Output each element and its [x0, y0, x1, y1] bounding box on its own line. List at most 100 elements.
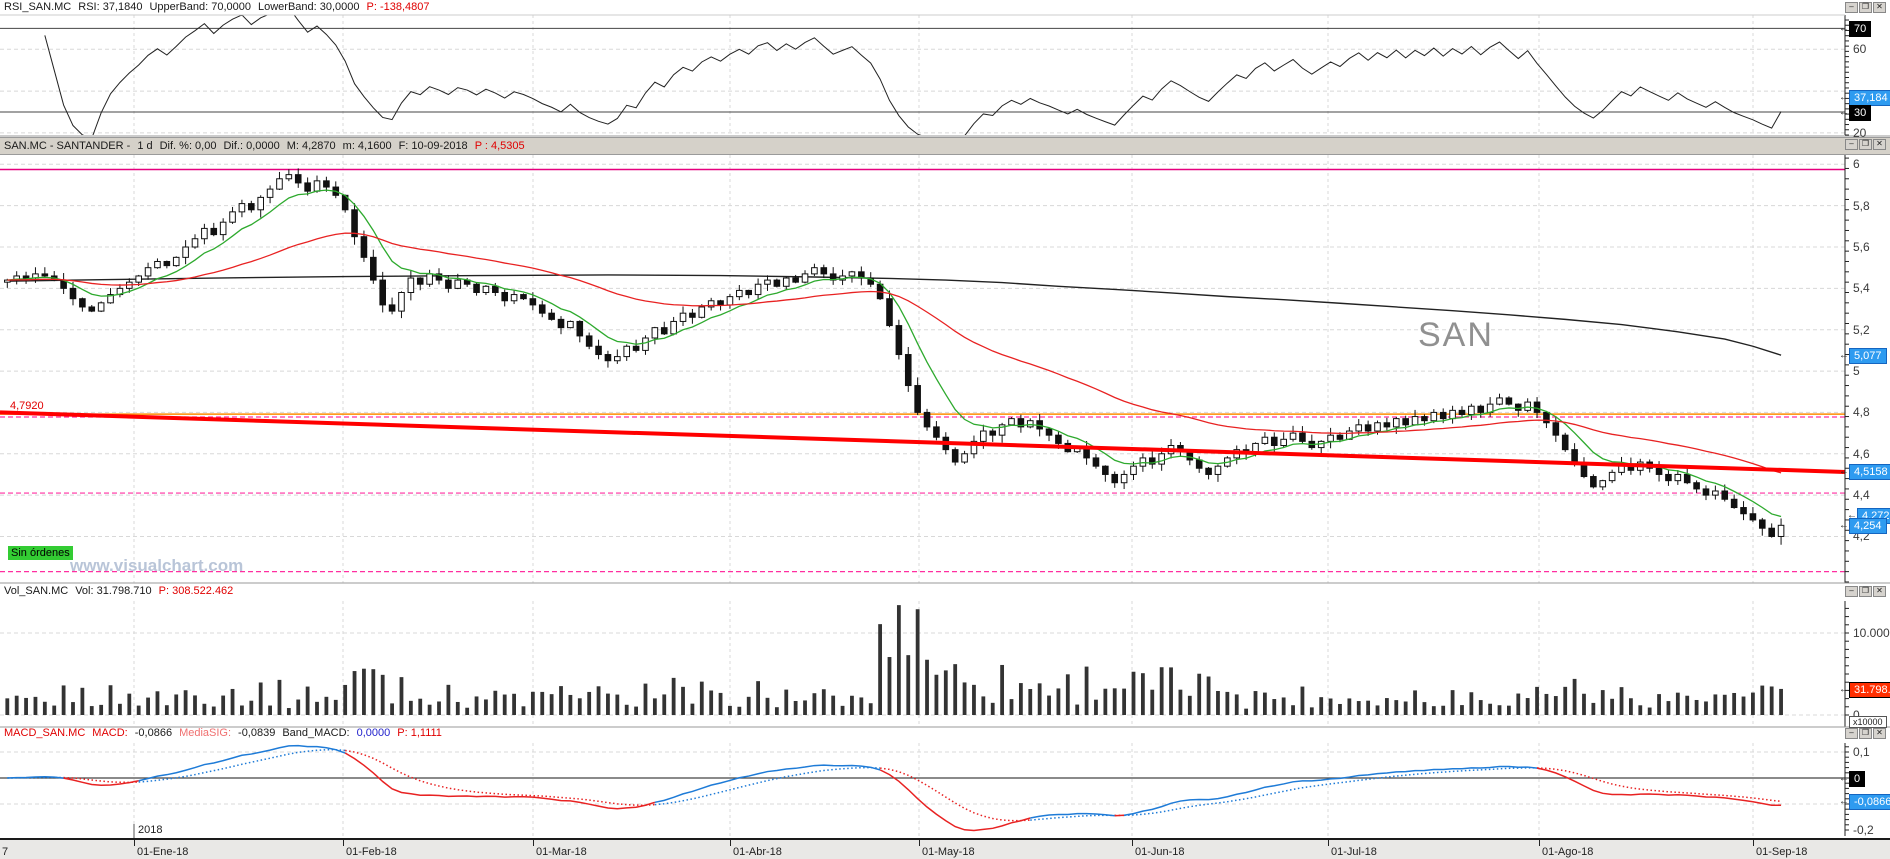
badge-arrow-icon: ← [1839, 795, 1849, 807]
date-tick [1328, 840, 1329, 846]
value-badge: -0,0866 ← [1839, 793, 1890, 810]
value-badge: 4,5158 ← [1839, 464, 1890, 481]
date-label: 01-Feb-18 [346, 846, 397, 858]
title-segment: UpperBand: 70,0000 [149, 1, 251, 13]
year-label: 2018 [138, 824, 163, 836]
axis-label: 5,4 [1853, 281, 1870, 296]
volume-panel-minimize-button[interactable]: – [1845, 586, 1858, 597]
date-label-partial: 7 [2, 846, 9, 858]
date-tick [343, 840, 344, 846]
badge-arrow-icon: ← [1839, 91, 1849, 103]
date-label: 01-Sep-18 [1756, 846, 1808, 858]
san-watermark: SAN [1418, 316, 1494, 354]
title-segment: P: 308.522.462 [158, 585, 234, 597]
badge-arrow-icon: ← [1839, 107, 1849, 118]
date-label: 01-Ago-18 [1542, 846, 1594, 858]
macd-panel-close-button[interactable]: ✕ [1873, 728, 1886, 739]
title-segment: M: 4,2870 [286, 140, 336, 152]
title-segment: F: 10-09-2018 [398, 140, 468, 152]
main-panel-minimize-button[interactable]: – [1845, 139, 1858, 150]
title-segment: RSI: 37,1840 [78, 1, 143, 13]
main-panel-restore-button[interactable]: ❐ [1859, 139, 1872, 150]
axis-label: 5,2 [1853, 322, 1870, 337]
badge-arrow-icon: ← [1839, 466, 1849, 478]
price-level-label: 4,7920 [10, 400, 44, 413]
axis-label: 20 [1853, 125, 1867, 140]
macd-title: MACD_SAN.MC MACD: -0,0866 MediaSIG: -0,0839 B… [4, 727, 449, 739]
title-segment: RSI_SAN.MC [4, 1, 72, 13]
rsi-panel-minimize-button[interactable]: – [1845, 2, 1858, 13]
rsi-panel-restore-button[interactable]: ❐ [1859, 2, 1872, 13]
date-tick [533, 840, 534, 846]
axis-label: 4,4 [1853, 488, 1870, 503]
rsi-panel-close-button[interactable]: ✕ [1873, 2, 1886, 13]
axis-label: -0,2 [1853, 823, 1874, 837]
title-segment: 0,0000 [356, 727, 391, 739]
rsi-title: RSI_SAN.MC RSI: 37,1840 UpperBand: 70,0000… [4, 1, 437, 13]
main-panel-close-button[interactable]: ✕ [1873, 139, 1886, 150]
axis-label: 4,8 [1853, 405, 1870, 420]
axis-label: 4,6 [1853, 446, 1870, 461]
title-segment: Vol: 31.798.710 [75, 585, 152, 597]
macd-panel-minimize-button[interactable]: – [1845, 728, 1858, 739]
title-segment: SAN.MC - SANTANDER - [4, 140, 131, 152]
title-segment: -0,0839 [238, 727, 276, 739]
main-title-bar: SAN.MC - SANTANDER - 1 d Dif. %: 0,00 Dif.:… [0, 137, 1890, 155]
value-badge: 70 ← [1839, 21, 1872, 38]
date-label: 01-Jul-18 [1331, 846, 1377, 858]
badge-arrow-icon: ← [1839, 773, 1849, 784]
value-badge: 5,077 ← [1839, 348, 1887, 365]
axis-label: 6 [1853, 157, 1860, 172]
date-label: 01-Ene-18 [137, 846, 189, 858]
axis-label: 5 [1853, 364, 1860, 379]
volume-title: Vol_SAN.MC Vol: 31.798.710 P: 308.522.462 [4, 585, 240, 597]
title-segment: P : 4,5305 [474, 140, 525, 152]
main-panel-window-controls: – ❐ ✕ [1844, 139, 1886, 150]
volume-panel-restore-button[interactable]: ❐ [1859, 586, 1872, 597]
title-segment: Band_MACD: [282, 727, 350, 739]
value-badge: 30 ← [1839, 105, 1872, 121]
badge-arrow-icon: ← [1839, 350, 1849, 362]
date-tick [134, 840, 135, 846]
date-tick [919, 840, 920, 846]
no-orders-badge: Sin órdenes [8, 546, 73, 560]
date-tick [730, 840, 731, 846]
volume-panel-window-controls: – ❐ ✕ [1844, 586, 1886, 597]
volume-panel-close-button[interactable]: ✕ [1873, 586, 1886, 597]
title-segment: MACD_SAN.MC [4, 727, 86, 739]
main-title: SAN.MC - SANTANDER - 1 d Dif. %: 0,00 Dif.:… [4, 140, 532, 152]
axis-label: 0 [1853, 708, 1860, 722]
date-label: 01-Jun-18 [1135, 846, 1185, 858]
value-badge: 37,184 ← [1839, 89, 1890, 106]
axis-label: 0,1 [1853, 745, 1870, 759]
visualchart-watermark: www.visualchart.com [70, 556, 244, 575]
date-tick [1132, 840, 1133, 846]
title-segment: 1 d [137, 140, 153, 152]
rsi-panel-window-controls: – ❐ ✕ [1844, 2, 1886, 13]
axis-label: 60 [1853, 42, 1867, 57]
date-label: 01-Mar-18 [536, 846, 587, 858]
title-segment: Vol_SAN.MC [4, 585, 69, 597]
value-badge: 4,254 ← [1839, 518, 1887, 535]
volume-multiplier-label: x10000 [1849, 716, 1887, 728]
title-segment: MACD: [92, 727, 128, 739]
title-segment: Dif.: 0,0000 [223, 140, 280, 152]
badge-arrow-icon: ← [1847, 509, 1857, 521]
date-label: 01-Abr-18 [733, 846, 782, 858]
badge-arrow-icon: ← [1839, 520, 1849, 532]
macd-panel-restore-button[interactable]: ❐ [1859, 728, 1872, 739]
axis-label: 5,6 [1853, 240, 1870, 254]
macd-panel-window-controls: – ❐ ✕ [1844, 728, 1886, 739]
title-segment: LowerBand: 30,0000 [258, 1, 360, 13]
time-axis[interactable]: 01-Ene-18 01-Feb-18 01-Mar-18 01-Abr-18 01-M… [0, 838, 1890, 859]
title-segment: m: 4,1600 [342, 140, 392, 152]
title-segment: P: -138,4807 [366, 1, 430, 13]
axis-label: 5,8 [1853, 198, 1870, 213]
value-badge: 31.798.710← [1839, 681, 1890, 698]
date-label: 01-May-18 [922, 846, 975, 858]
title-segment: -0,0866 [134, 727, 173, 739]
date-tick [1753, 840, 1754, 846]
title-segment: Dif. %: 0,00 [159, 140, 217, 152]
